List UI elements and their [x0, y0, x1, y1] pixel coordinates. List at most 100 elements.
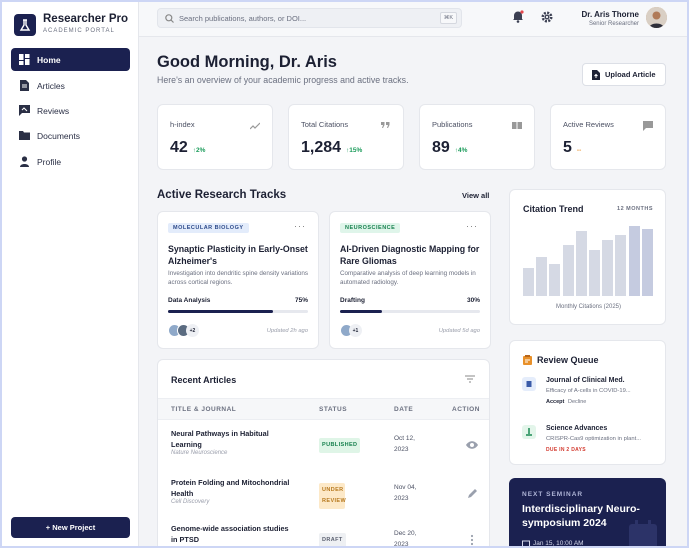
track-tag: MOLECULAR BIOLOGY — [168, 223, 249, 233]
stat-value: 42 — [170, 139, 188, 156]
upload-button[interactable]: Upload Article — [582, 63, 666, 86]
row-action[interactable] — [465, 533, 479, 546]
icon — [249, 122, 261, 130]
nav-icon — [20, 156, 29, 167]
article-title: Genome-wide association studies in PTSD — [171, 524, 289, 544]
trend-bar — [523, 267, 534, 296]
decline-button[interactable]: Decline — [568, 399, 587, 405]
row-action[interactable] — [465, 438, 479, 450]
icon — [526, 381, 532, 387]
status-pill: DRAFT — [319, 533, 346, 548]
search-icon — [165, 14, 174, 23]
logo — [14, 14, 36, 36]
seminar-title: Interdisciplinary Neuro-symposium 2024 — [522, 503, 640, 529]
item-icon — [522, 425, 536, 439]
shortcut-hint: ⌘K — [439, 12, 457, 24]
stat-label: Active Reviews — [563, 120, 614, 129]
nav-item[interactable]: Reviews — [11, 99, 130, 122]
stat-icon — [249, 118, 261, 130]
progress-fill — [168, 310, 273, 313]
seminar-time: Jan 15, 10:00 AM — [522, 540, 584, 548]
column-header: TITLE & JOURNAL — [171, 406, 237, 413]
review-journal: Science Advances — [546, 425, 608, 432]
track-title: Synaptic Plasticity in Early-Onset Alzhe… — [168, 244, 308, 266]
article-title: Neural Pathways in Habitual Learning — [171, 429, 269, 449]
review-queue-card: Review Queue Journal of Clinical Med. Ef… — [509, 340, 666, 465]
card-title: Recent Articles — [171, 375, 237, 385]
stat-card: h-index 42 ↑2% — [157, 104, 273, 170]
settings-icon[interactable] — [541, 11, 553, 23]
column-header: ACTION — [452, 406, 480, 413]
calendar-decoration — [629, 520, 657, 548]
article-date: Oct 12, 2023 — [394, 435, 415, 453]
nav-label: Articles — [37, 80, 65, 91]
seminar-card: NEXT SEMINAR Interdisciplinary Neuro-sym… — [509, 478, 666, 548]
search-bar[interactable]: Search publications, authors, or DOI... … — [157, 8, 462, 28]
stat-card: Total Citations 1,284 ↑15% — [288, 104, 404, 170]
nav-label: Reviews — [37, 105, 70, 116]
progress-label: 30% — [466, 297, 480, 304]
stat-label: Publications — [432, 120, 473, 129]
stat-card: Publications 89 ↑4% — [419, 104, 535, 170]
new-project-button[interactable]: + New Project — [11, 517, 130, 538]
progress-track — [168, 310, 308, 313]
view-all-link[interactable]: View all — [462, 191, 490, 200]
icon — [381, 122, 390, 128]
stat-delta: -- — [576, 147, 582, 154]
collaborator-count: +1 — [349, 324, 362, 337]
item-icon — [522, 377, 536, 391]
card-title: Citation Trend — [523, 204, 584, 214]
review-paper: CRISPR-Cas9 optimization in plant... — [546, 436, 642, 442]
filter-icon[interactable] — [465, 375, 475, 383]
more-menu[interactable]: ··· — [294, 221, 306, 231]
trend-bar — [589, 250, 600, 296]
track-description: Investigation into dendritic spine densi… — [168, 270, 309, 286]
nav-label: Home — [37, 54, 61, 65]
notification-icon[interactable] — [512, 10, 524, 23]
nav-icon — [20, 80, 29, 91]
citation-trend-card: Citation Trend 12 MONTHS Monthly Citatio… — [509, 189, 666, 325]
icon — [526, 428, 532, 436]
greeting-subtitle: Here's an overview of your academic prog… — [157, 75, 409, 85]
progress-stage: Drafting — [340, 297, 365, 304]
stat-card: Active Reviews 5 -- — [550, 104, 666, 170]
search-placeholder: Search publications, authors, or DOI... — [179, 14, 307, 23]
stat-delta: ↑15% — [346, 147, 363, 154]
progress-track — [340, 310, 480, 313]
trend-bar — [602, 239, 614, 296]
nav-item[interactable]: Home — [11, 48, 130, 71]
more-menu[interactable]: ··· — [466, 221, 478, 231]
user-avatar[interactable] — [646, 7, 667, 28]
logo-icon — [19, 19, 31, 31]
review-journal: Journal of Clinical Med. — [546, 377, 625, 384]
nav-item[interactable]: Documents — [11, 124, 130, 147]
stat-row: 42 ↑2% — [170, 139, 205, 157]
upload-icon — [592, 70, 600, 80]
nav-item[interactable]: Profile — [11, 150, 130, 173]
stat-delta: ↑2% — [192, 147, 206, 154]
action-icon — [470, 534, 474, 546]
track-card: NEUROSCIENCE ··· AI-Driven Diagnostic Mapp… — [329, 211, 491, 349]
seminar-time-text: Jan 15, 10:00 AM — [533, 540, 584, 547]
nav-item[interactable]: Articles — [11, 74, 130, 97]
row-action[interactable] — [465, 487, 479, 499]
sidebar: Researcher Pro ACADEMIC PORTAL Home Arti… — [0, 0, 139, 548]
article-journal: Cell Discovery — [171, 499, 210, 505]
section-title: Active Research Tracks — [157, 189, 287, 201]
nav-label: Profile — [37, 156, 62, 167]
trend-bar — [575, 231, 587, 296]
track-title: AI-Driven Diagnostic Mapping for Rare Gl… — [340, 244, 480, 266]
track-description: Comparative analysis of deep learning mo… — [340, 270, 476, 286]
trend-bar — [628, 226, 640, 296]
range-label: 12 MONTHS — [617, 206, 653, 212]
status-pill: PUBLISHED — [319, 438, 361, 453]
collaborator-count: +2 — [186, 324, 199, 337]
queue-icon — [523, 355, 532, 365]
chart-caption: Monthly Citations (2025) — [555, 304, 622, 310]
stat-row: 1,284 ↑15% — [301, 139, 362, 157]
accept-button[interactable]: Accept — [546, 399, 565, 405]
user-name: Dr. Aris Thorne — [581, 10, 640, 19]
nav-label: Documents — [37, 130, 80, 141]
